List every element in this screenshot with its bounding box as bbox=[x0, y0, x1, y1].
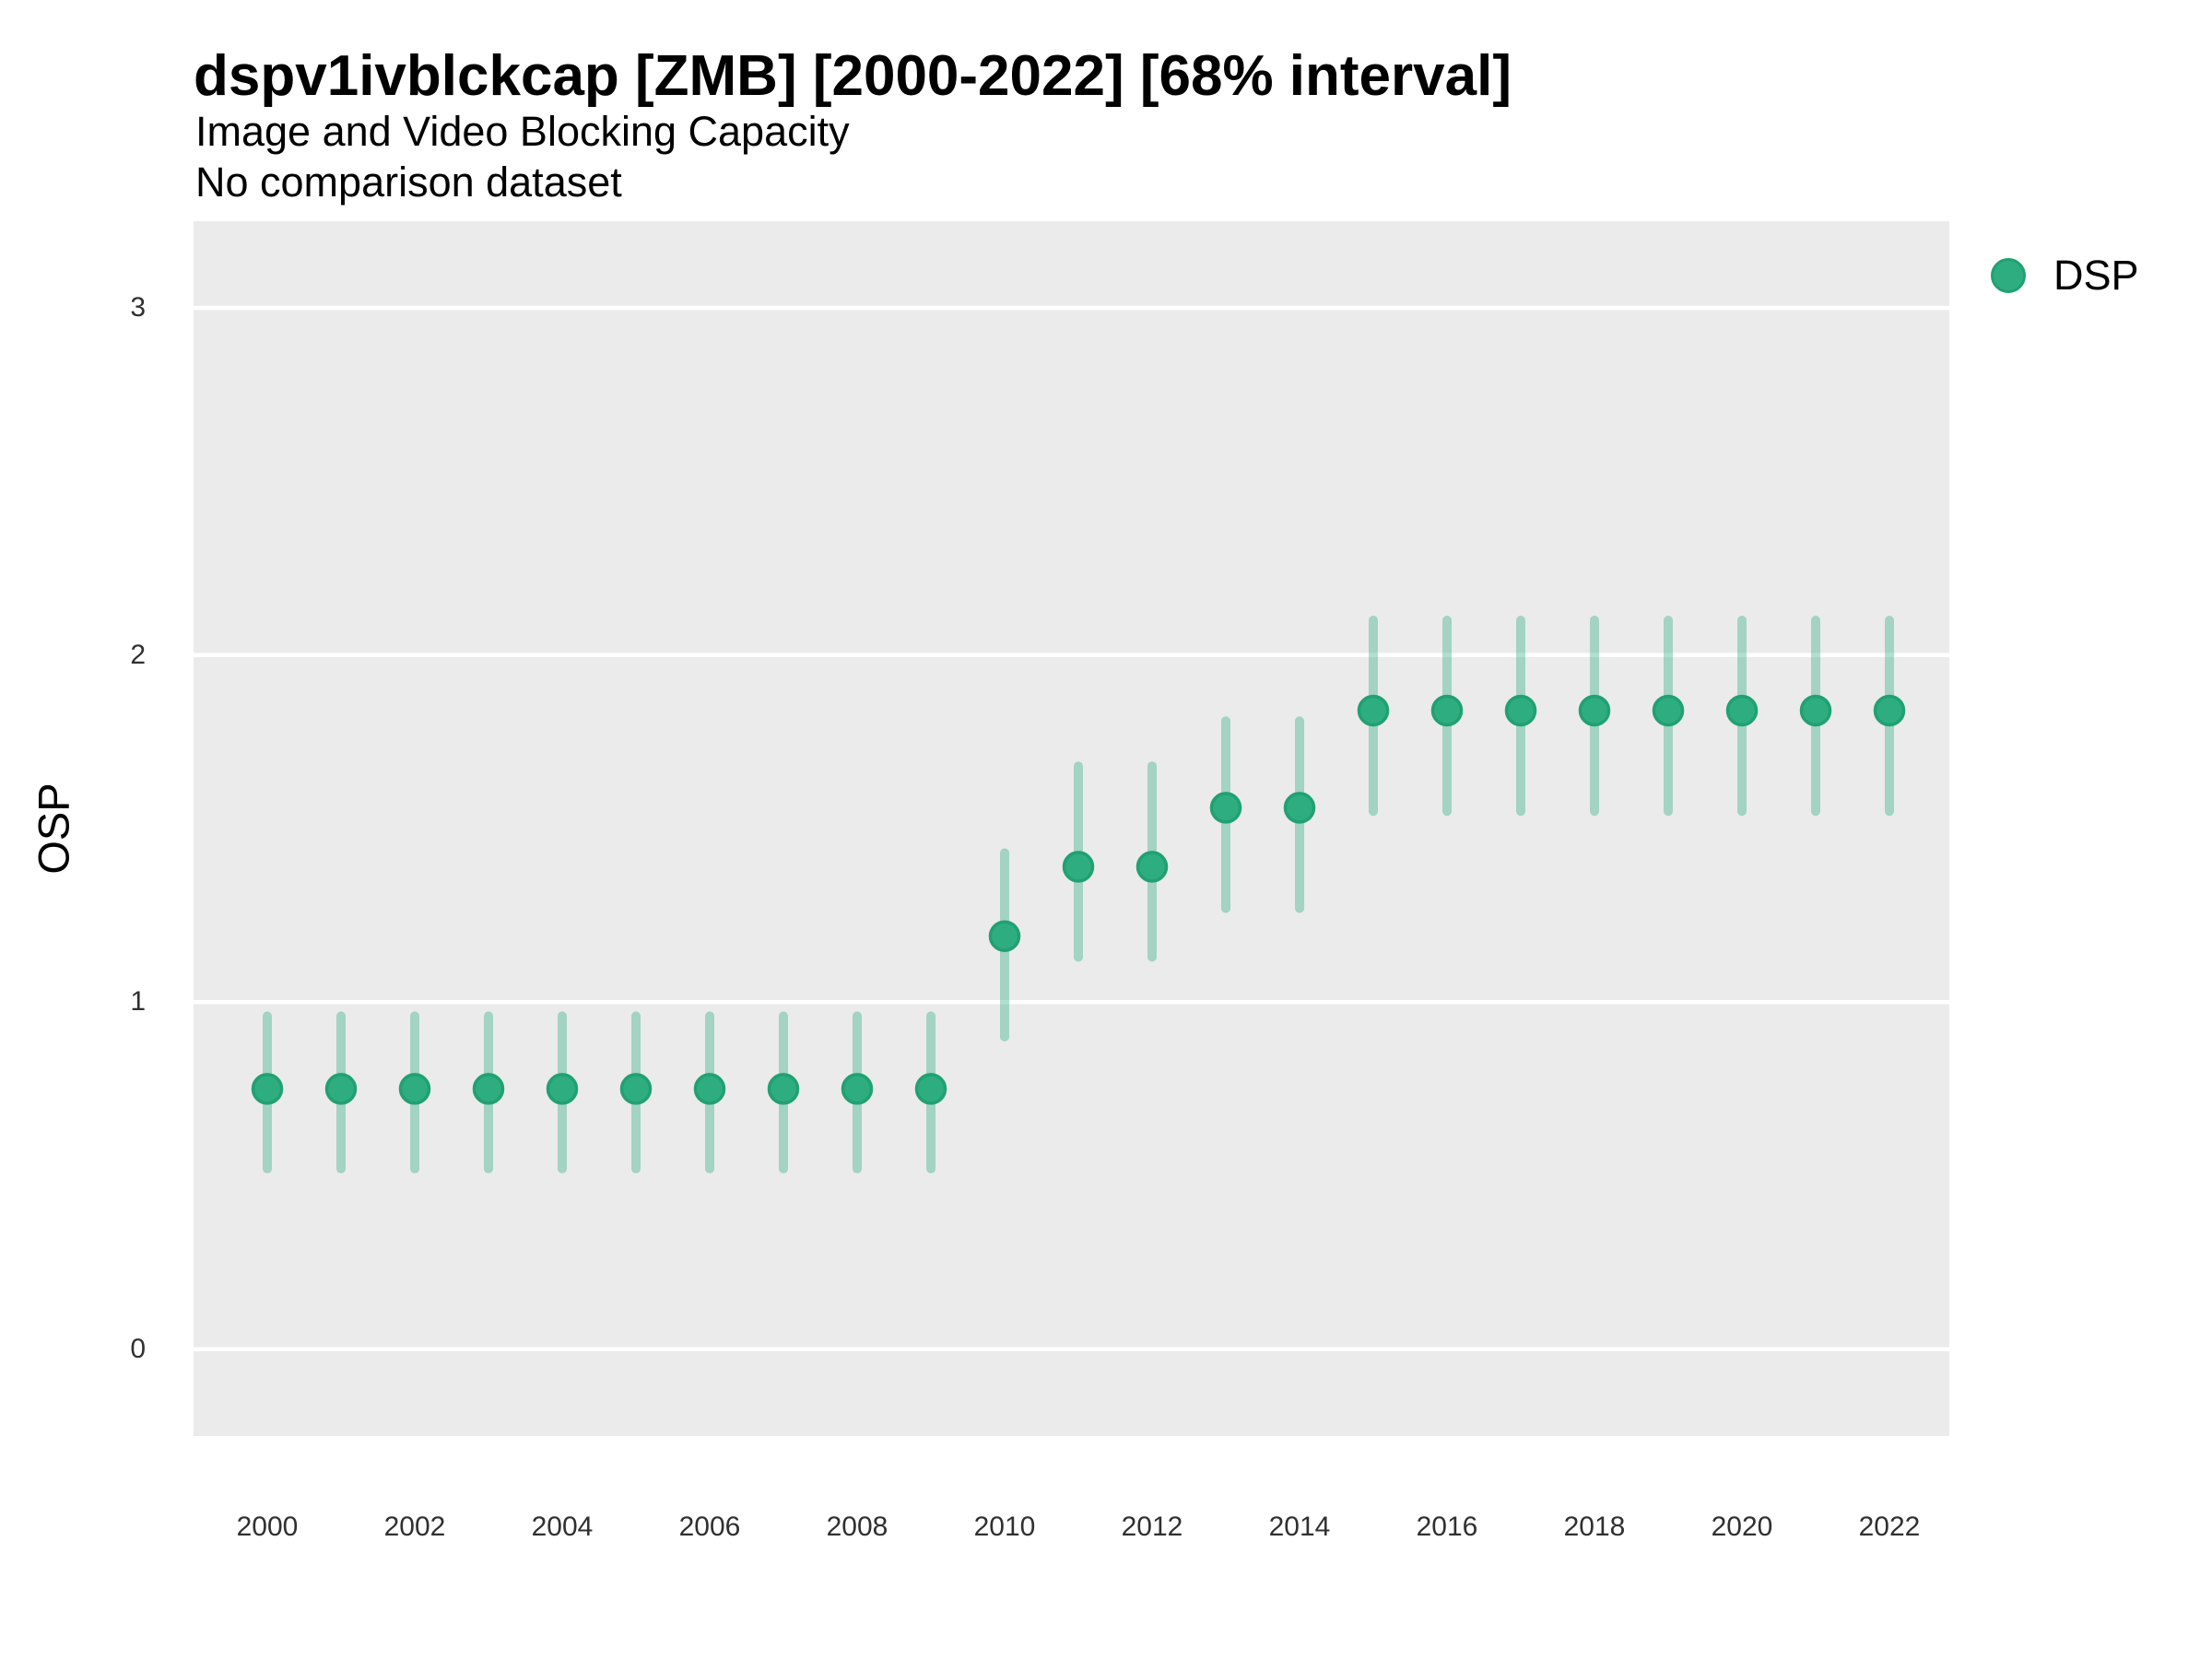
data-point-DSP-2001 bbox=[324, 1073, 358, 1105]
data-point-DSP-2007 bbox=[767, 1073, 800, 1105]
x-tick-label-2014: 2014 bbox=[1268, 1512, 1331, 1542]
data-point-DSP-2013 bbox=[1209, 792, 1242, 824]
legend-label: DSP bbox=[2053, 252, 2139, 299]
data-point-DSP-2000 bbox=[251, 1073, 284, 1105]
x-tick-label-2016: 2016 bbox=[1416, 1512, 1478, 1542]
data-point-DSP-2005 bbox=[619, 1073, 653, 1105]
y-tick-label-3: 3 bbox=[130, 292, 146, 324]
x-tick-label-2006: 2006 bbox=[678, 1512, 741, 1542]
data-point-DSP-2017 bbox=[1504, 694, 1537, 727]
plot-panel bbox=[194, 221, 1949, 1436]
x-tick-label-2022: 2022 bbox=[1858, 1512, 1921, 1542]
data-point-DSP-2002 bbox=[398, 1073, 431, 1105]
data-point-DSP-2020 bbox=[1725, 694, 1759, 727]
data-point-DSP-2003 bbox=[472, 1073, 505, 1105]
chart-note: No comparison dataset bbox=[195, 159, 622, 206]
y-tick-label-2: 2 bbox=[130, 639, 146, 670]
chart-title: dspv1ivblckcap [ZMB] [2000-2022] [68% in… bbox=[194, 44, 1512, 108]
data-point-DSP-2016 bbox=[1430, 694, 1464, 727]
data-point-DSP-2018 bbox=[1578, 694, 1611, 727]
x-tick-label-2000: 2000 bbox=[236, 1512, 299, 1542]
x-tick-label-2020: 2020 bbox=[1711, 1512, 1773, 1542]
x-tick-label-2018: 2018 bbox=[1563, 1512, 1626, 1542]
y-tick-label-0: 0 bbox=[130, 1333, 146, 1364]
data-point-DSP-2022 bbox=[1873, 694, 1906, 727]
x-tick-label-2012: 2012 bbox=[1121, 1512, 1183, 1542]
x-tick-label-2002: 2002 bbox=[383, 1512, 446, 1542]
y-tick-label-1: 1 bbox=[130, 986, 146, 1018]
data-point-DSP-2021 bbox=[1799, 694, 1832, 727]
data-point-DSP-2004 bbox=[546, 1073, 579, 1105]
data-point-DSP-2008 bbox=[841, 1073, 874, 1105]
plot-svg bbox=[194, 305, 1949, 1352]
legend: DSP bbox=[1991, 254, 2139, 296]
legend-point-icon bbox=[1991, 257, 2026, 293]
chart-subtitle: Image and Video Blocking Capacity bbox=[195, 108, 850, 155]
data-point-DSP-2006 bbox=[693, 1073, 726, 1105]
data-point-DSP-2012 bbox=[1135, 851, 1169, 883]
x-tick-label-2008: 2008 bbox=[826, 1512, 888, 1542]
data-point-DSP-2009 bbox=[914, 1073, 947, 1105]
data-point-DSP-2014 bbox=[1283, 792, 1316, 824]
data-point-DSP-2010 bbox=[988, 920, 1021, 952]
x-tick-label-2004: 2004 bbox=[531, 1512, 594, 1542]
y-axis-title: OSP bbox=[29, 782, 78, 875]
data-point-DSP-2019 bbox=[1652, 694, 1685, 727]
data-point-DSP-2011 bbox=[1062, 851, 1095, 883]
x-tick-label-2010: 2010 bbox=[973, 1512, 1036, 1542]
data-point-DSP-2015 bbox=[1357, 694, 1390, 727]
